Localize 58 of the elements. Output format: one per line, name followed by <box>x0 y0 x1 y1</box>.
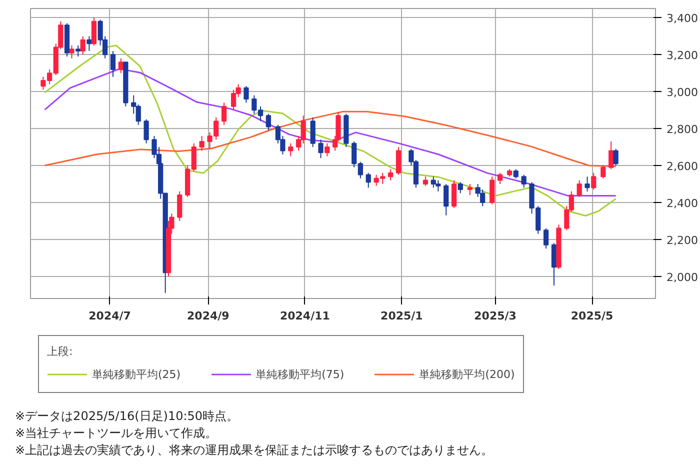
candlestick <box>199 135 204 152</box>
y-tick-label: 2,800 <box>666 123 698 136</box>
legend-title: 上段: <box>47 344 74 359</box>
candlestick <box>613 148 618 166</box>
x-tick-label: 2024/11 <box>280 310 330 322</box>
candlestick <box>118 58 124 74</box>
candlestick <box>324 142 330 157</box>
candlestick <box>467 183 472 196</box>
legend-label: 単純移動平均(25) <box>92 366 181 382</box>
y-tick-label: 2,400 <box>666 196 698 210</box>
candlestick <box>458 182 463 194</box>
legend-label: 単純移動平均(200) <box>419 366 515 382</box>
candlestick <box>608 140 614 170</box>
candlestick <box>144 118 149 144</box>
candlestick <box>444 183 449 216</box>
text: ※データは2025/5/16(日足)10:50時点。 <box>15 409 239 423</box>
candlestick <box>310 116 316 148</box>
text: ※上記は過去の実績であり、将来の運用成果を保証または示唆するものではありません。 <box>15 443 494 457</box>
candlestick <box>76 44 81 58</box>
x-tick-label: 2025/5 <box>570 310 614 322</box>
candlestick <box>288 142 294 157</box>
text: ※当社チャートツールを用いて作成。 <box>15 426 218 440</box>
candlestick <box>177 190 182 222</box>
candlestick <box>600 165 606 179</box>
x-tick-label: 2024/9 <box>187 310 230 322</box>
candlestick <box>451 180 457 208</box>
x-tick-label: 2024/7 <box>88 310 131 322</box>
candlestick <box>110 50 116 78</box>
y-tick-label: 2,200 <box>666 234 698 247</box>
candlestick <box>490 176 495 205</box>
candlestick <box>584 176 590 192</box>
candlestick <box>244 86 249 104</box>
candlestick <box>543 228 549 250</box>
candlestick <box>80 36 86 56</box>
candlestick <box>69 44 74 59</box>
candlestick <box>521 174 526 188</box>
candlestick <box>366 172 371 188</box>
line-series <box>44 110 617 168</box>
candlestick <box>591 172 596 190</box>
candlestick <box>221 102 227 126</box>
legend-label: 単純移動平均(75) <box>256 366 344 382</box>
y-tick-label: 2,600 <box>666 160 698 174</box>
candlestick <box>497 172 503 184</box>
x-tick-label: 2025/3 <box>474 310 516 322</box>
candlestick <box>266 113 272 131</box>
y-tick-label: 3,200 <box>666 49 698 62</box>
candlestick <box>318 139 324 159</box>
candlestick <box>91 17 97 46</box>
y-tick-label: 3,400 <box>666 12 698 26</box>
x-tick-label: 2025/1 <box>380 310 423 322</box>
candlestick <box>422 176 428 186</box>
y-tick-label: 2,000 <box>666 270 698 284</box>
y-tick-label: 3,000 <box>666 86 698 100</box>
candlestick <box>388 168 394 181</box>
candlestick <box>576 180 582 198</box>
candlestick <box>513 168 518 179</box>
candlestick <box>86 36 92 52</box>
candlestick <box>396 146 402 176</box>
